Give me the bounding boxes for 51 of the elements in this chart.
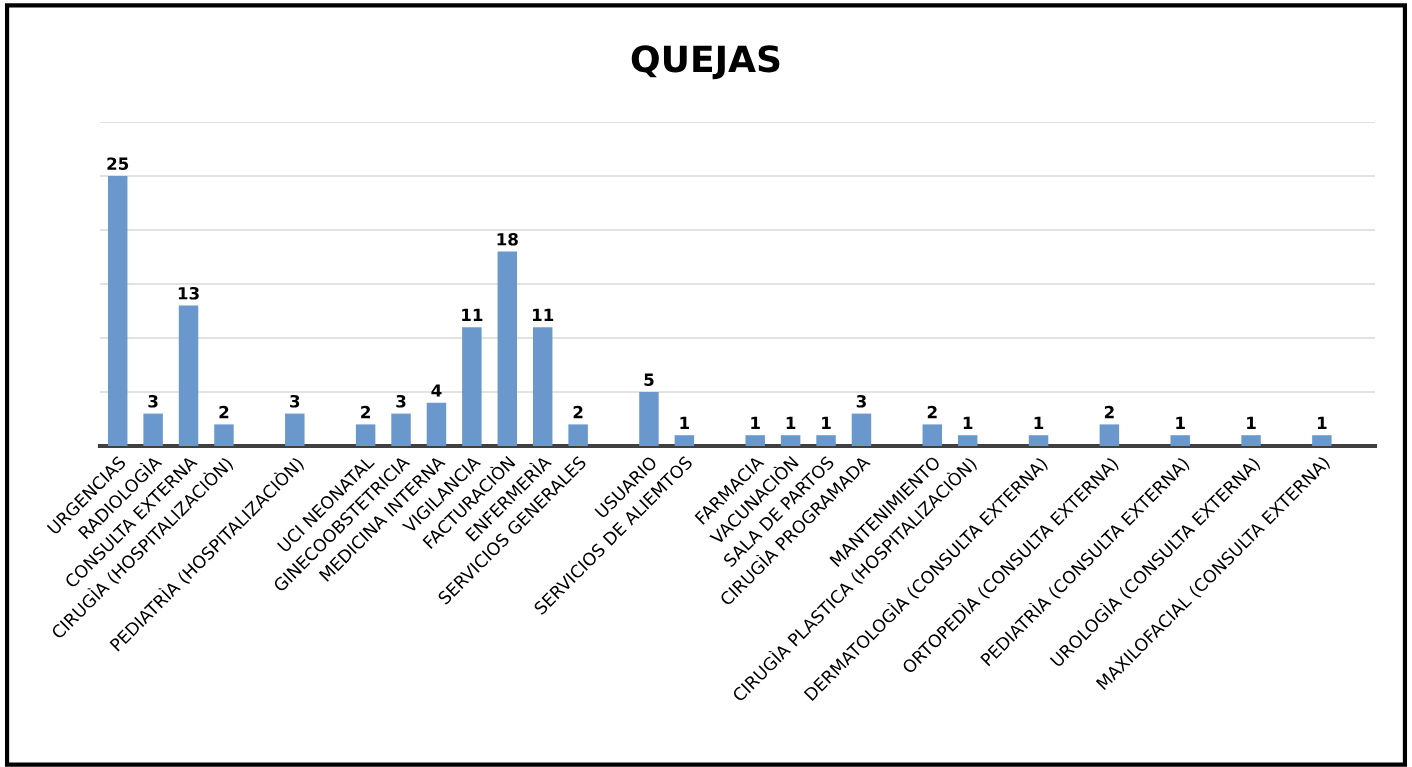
bar xyxy=(426,402,447,446)
bar xyxy=(214,424,234,446)
data-label: 2 xyxy=(361,405,370,419)
data-label: 11 xyxy=(462,308,483,321)
data-label: 1 xyxy=(751,416,760,429)
data-label: 13 xyxy=(178,286,199,300)
data-label: 3 xyxy=(148,394,158,408)
data-label: 18 xyxy=(497,232,518,246)
data-label: 1 xyxy=(1247,416,1256,429)
bar xyxy=(816,435,836,446)
data-label: 11 xyxy=(532,308,554,321)
bar xyxy=(532,327,553,446)
bar xyxy=(1170,435,1190,446)
data-label: 1 xyxy=(786,416,796,429)
data-label: 1 xyxy=(1034,416,1044,429)
bar xyxy=(745,435,765,446)
bar xyxy=(957,435,978,446)
data-label: 25 xyxy=(107,157,129,170)
bar xyxy=(497,251,518,446)
data-label: 3 xyxy=(856,394,866,408)
data-label: 2 xyxy=(573,405,583,419)
bar xyxy=(143,413,163,446)
data-label: 1 xyxy=(680,416,690,429)
bar xyxy=(1241,435,1261,446)
bar xyxy=(391,413,411,446)
bar xyxy=(851,413,872,446)
data-label: 3 xyxy=(290,394,300,408)
bar xyxy=(780,435,801,446)
data-label: 5 xyxy=(644,373,654,386)
bar xyxy=(639,392,659,446)
data-label: 1 xyxy=(963,416,973,429)
bar xyxy=(922,424,943,446)
data-label: 1 xyxy=(822,416,831,429)
bar xyxy=(674,435,695,446)
bar xyxy=(285,413,305,446)
bar xyxy=(568,424,588,446)
data-label: 1 xyxy=(1317,416,1327,429)
data-label: 2 xyxy=(927,405,937,419)
data-label: 1 xyxy=(1176,416,1185,429)
bar xyxy=(107,176,128,446)
data-label: 2 xyxy=(219,405,229,419)
bar xyxy=(1028,435,1049,446)
data-label: 2 xyxy=(1104,405,1114,419)
bar xyxy=(462,327,482,446)
bar xyxy=(178,305,199,446)
chart-title: QUEJAS xyxy=(631,45,780,80)
data-label: 3 xyxy=(396,394,406,408)
bar xyxy=(1312,435,1332,446)
bar xyxy=(1099,424,1120,446)
data-label: 4 xyxy=(431,384,442,397)
bar xyxy=(355,424,376,446)
